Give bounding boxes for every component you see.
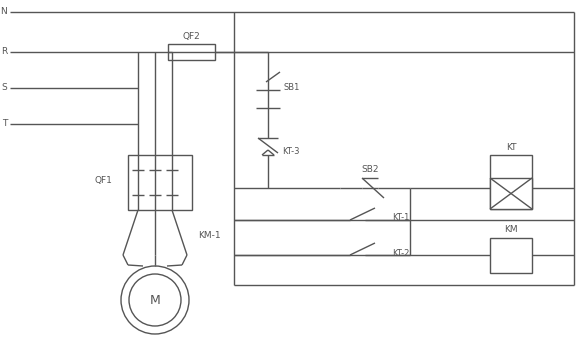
Bar [128,155,192,210]
Text: KM-1: KM-1 [198,231,220,240]
Text: R: R [1,48,7,57]
Bar [490,238,532,273]
Text: M: M [149,294,161,306]
Text: T: T [2,120,7,129]
Text: N: N [0,8,7,16]
Bar [168,44,215,60]
Text: SB2: SB2 [361,165,379,174]
Text: SB1: SB1 [284,83,301,92]
Text: QF2: QF2 [182,32,200,40]
Text: KT-3: KT-3 [282,147,299,156]
Bar [490,178,532,209]
Text: KT-2: KT-2 [392,248,410,257]
Text: KM: KM [504,226,518,234]
Text: KT-1: KT-1 [392,213,410,223]
Text: QF1: QF1 [94,175,112,184]
Text: KT: KT [506,144,516,153]
Bar [490,155,532,209]
Text: S: S [1,83,7,92]
